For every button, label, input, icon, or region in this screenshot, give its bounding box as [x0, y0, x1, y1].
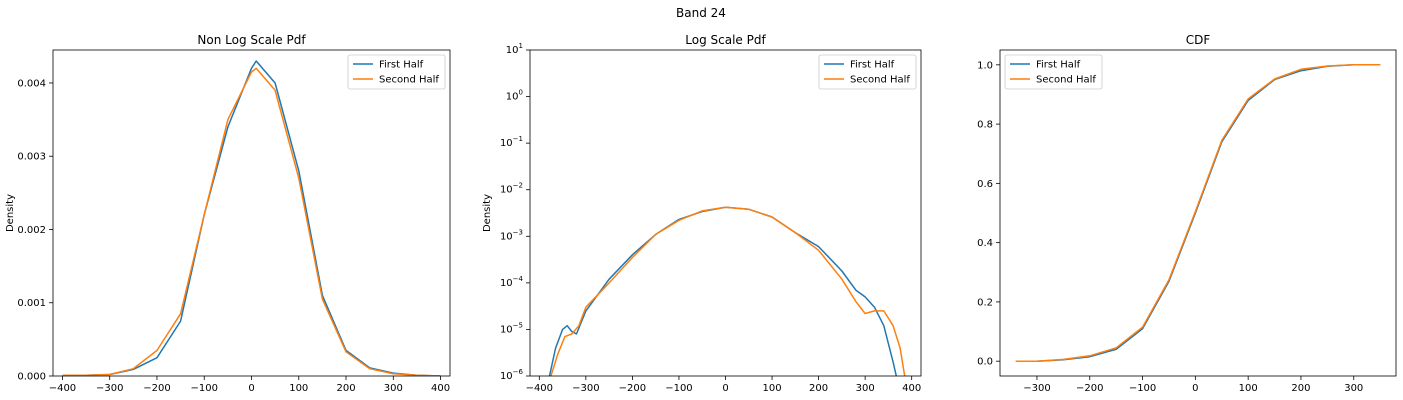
series-line-first-half [1015, 64, 1381, 362]
x-tick-label: −400 [526, 383, 553, 394]
panel-3: CDF −300 −200 −100 0 100 200 300 0.0 0.2 0.4 0.6 0.8… [977, 33, 1397, 394]
x-tick-label: −100 [665, 383, 692, 394]
x-tick-label: 400 [431, 383, 450, 394]
chart-title: Log Scale Pdf [685, 33, 766, 47]
x-tick-label: 300 [384, 383, 403, 394]
series-line-second-half [62, 67, 441, 376]
y-tick-label: 10−5 [500, 321, 523, 335]
y-tick-label: 10−3 [500, 228, 523, 242]
chart-title: CDF [1186, 33, 1211, 47]
y-tick-label: 0.001 [17, 298, 46, 309]
plot-frame [52, 49, 451, 377]
y-tick-label: 0.2 [977, 297, 993, 308]
x-tick-label: −400 [49, 383, 76, 394]
chart-title: Non Log Scale Pdf [197, 33, 306, 47]
x-tick-label: −100 [191, 383, 218, 394]
y-axis-label: Density [482, 194, 493, 232]
y-tick-label: 0.003 [17, 152, 46, 163]
x-tick-label: 200 [809, 383, 828, 394]
x-tick-label: 400 [902, 383, 921, 394]
y-axis-label: Density [5, 194, 16, 232]
y-tick-label: 10−6 [500, 368, 524, 382]
x-tick-label: 300 [1344, 383, 1363, 394]
y-tick-label: 0.6 [977, 179, 993, 190]
y-tick-label: 0.002 [17, 225, 46, 236]
x-tick-label: 0 [248, 383, 254, 394]
panel-1: Non Log Scale Pdf −400 −300 −200 −100 0 100 200… [5, 33, 451, 394]
y-tick-label: 100 [506, 89, 523, 103]
x-tick-label: −200 [143, 383, 170, 394]
x-tick-label: −200 [619, 383, 646, 394]
legend-label: Second Half [1036, 75, 1096, 86]
x-tick-label: 100 [1239, 383, 1258, 394]
x-tick-label: 0 [1192, 383, 1198, 394]
x-tick-label: 200 [1291, 383, 1310, 394]
y-tick-label: 0.004 [17, 78, 46, 89]
plot-frame [529, 49, 922, 377]
y-tick-label: 10−2 [500, 182, 523, 196]
x-tick-label: 100 [763, 383, 782, 394]
legend: First Half Second Half [347, 54, 446, 90]
legend-label: First Half [379, 60, 424, 71]
x-tick-label: −300 [572, 383, 599, 394]
legend-label: Second Half [379, 75, 439, 86]
legend: First Half Second Half [818, 54, 917, 90]
panel-2: Log Scale Pdf −400 −300 −200 −100 0 100 200 300 4… [482, 33, 922, 394]
y-tick-label: 1.0 [977, 60, 993, 71]
series-line-second-half [1015, 64, 1381, 362]
y-tick-label: 0.4 [977, 238, 993, 249]
series-line-second-half [550, 206, 906, 376]
x-tick-label: 300 [856, 383, 875, 394]
y-tick-label: 0.8 [977, 120, 993, 131]
y-tick-label: 0.000 [17, 372, 46, 383]
legend: First Half Second Half [1004, 54, 1103, 90]
legend-label: Second Half [850, 75, 910, 86]
legend-label: First Half [850, 60, 895, 71]
figure-suptitle: Band 24 [676, 6, 726, 20]
x-tick-label: −300 [1023, 383, 1050, 394]
y-tick-label: 10−4 [500, 275, 524, 289]
panels: Non Log Scale Pdf −400 −300 −200 −100 0 100 200… [5, 33, 1397, 394]
x-tick-label: 0 [722, 383, 728, 394]
x-tick-label: −100 [1129, 383, 1156, 394]
x-tick-label: −300 [96, 383, 123, 394]
x-tick-label: 200 [336, 383, 355, 394]
y-tick-label: 0.0 [977, 357, 993, 368]
x-tick-label: −200 [1076, 383, 1103, 394]
x-tick-label: 100 [289, 383, 308, 394]
series-line-first-half [62, 60, 441, 376]
y-tick-label: 10−1 [500, 135, 523, 149]
legend-label: First Half [1036, 60, 1081, 71]
y-tick-label: 101 [506, 42, 523, 56]
plot-frame [999, 49, 1397, 377]
